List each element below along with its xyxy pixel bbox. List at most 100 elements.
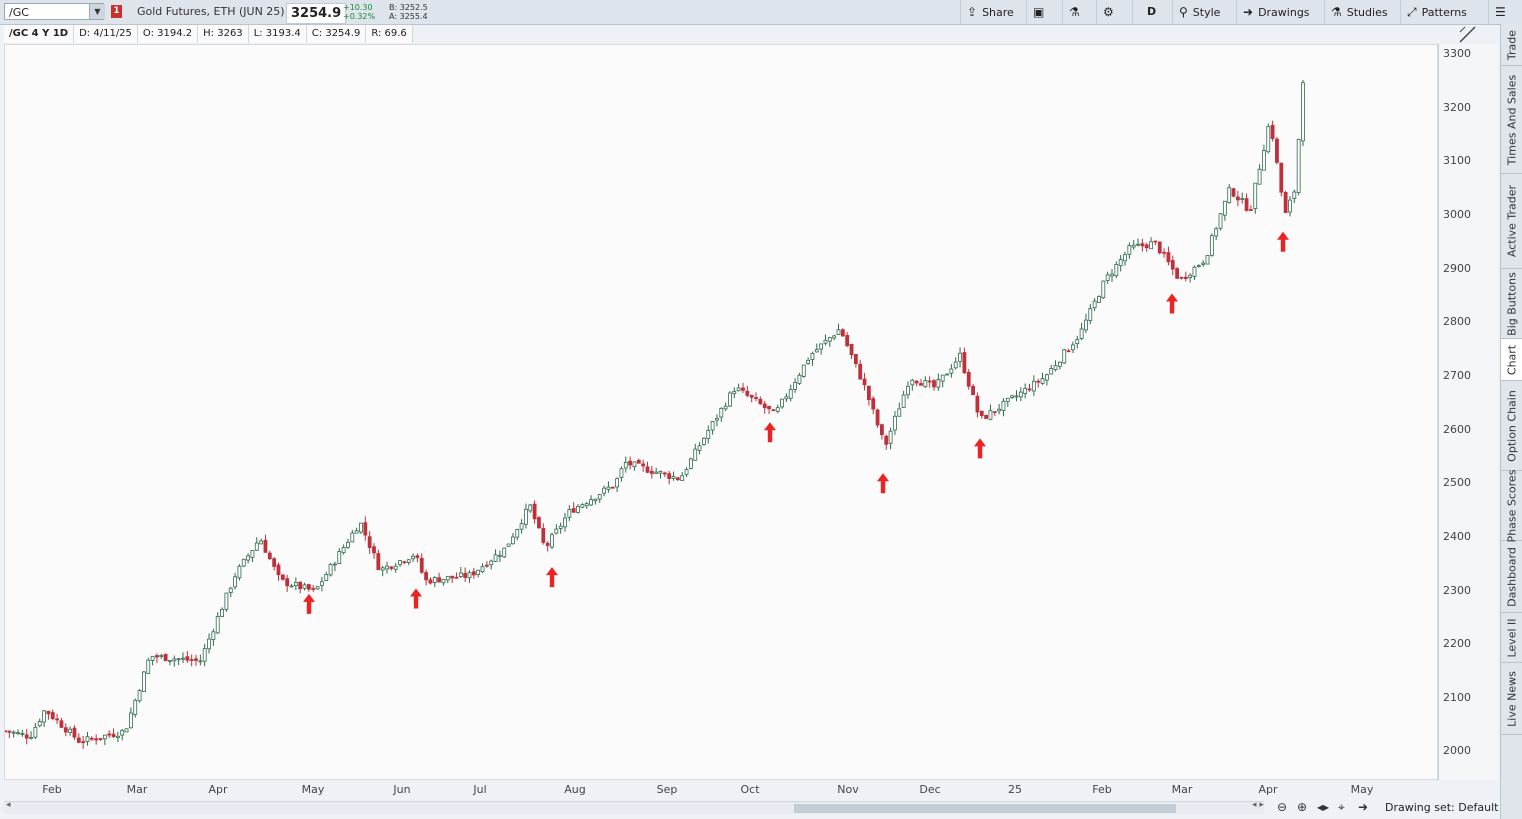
go-right-icon[interactable]: ➜ (1358, 800, 1369, 814)
drawings-button[interactable]: ➜ Drawings (1236, 0, 1324, 24)
candle-body (871, 398, 876, 410)
zoom-out-icon[interactable]: ⊖ (1277, 800, 1288, 814)
candle-body (1244, 198, 1249, 211)
menu-button[interactable]: ☰ (1488, 0, 1522, 24)
side-tab-chart[interactable]: Chart (1501, 339, 1522, 381)
candle-body (784, 396, 789, 400)
candle-body (380, 567, 385, 571)
candle-body (1062, 349, 1067, 364)
candle-body (189, 659, 194, 661)
share-button[interactable]: ⇪ Share (960, 0, 1026, 24)
candle-body (1196, 265, 1201, 267)
scroll-left-icon[interactable]: ◂ (6, 800, 11, 810)
patterns-label: Patterns (1421, 6, 1467, 19)
candle-body (424, 572, 428, 581)
horizontal-scrollbar[interactable]: ◂ ◂ ▸ (4, 800, 1264, 814)
candle-body (710, 421, 715, 431)
link-group-badge[interactable]: 1 (111, 5, 122, 18)
side-tab-live-news[interactable]: Live News (1501, 663, 1522, 735)
snapshot-button[interactable]: ▣ (1026, 0, 1062, 24)
side-tab-level-ii[interactable]: Level II (1501, 613, 1522, 663)
candle-body (350, 532, 355, 543)
side-tab-big-buttons[interactable]: Big Buttons (1501, 269, 1522, 339)
up-arrow-marker (1277, 231, 1289, 252)
candle-body (992, 411, 997, 414)
style-button[interactable]: ⚲ Style (1172, 0, 1236, 24)
candle-body (971, 385, 975, 395)
ohlc-info-bar: /GC 4 Y 1D D: 4/11/25 O: 3194.2 H: 3263 L: 3… (4, 25, 413, 43)
candle-body (120, 730, 125, 736)
crosshair-icon[interactable]: ⌖ (1338, 800, 1345, 814)
candlestick-chart[interactable] (5, 45, 1437, 779)
candle-body (107, 733, 112, 736)
candle-body (880, 424, 884, 436)
candle-body (185, 656, 190, 661)
fit-icon[interactable]: ◂▸ (1317, 800, 1330, 814)
candle-body (11, 731, 16, 734)
candle-body (728, 392, 732, 407)
candle-body (1288, 199, 1292, 213)
side-tab-active-trader[interactable]: Active Trader (1501, 174, 1522, 269)
candle-body (888, 430, 893, 444)
flask-button[interactable]: ⚗ (1062, 0, 1096, 24)
candle-body (745, 390, 750, 396)
bar-range: R: 69.6 (366, 25, 413, 43)
autoscale-icon[interactable] (1457, 24, 1479, 46)
candle-body (671, 476, 676, 479)
candle-body (198, 660, 203, 663)
candle-body (914, 380, 919, 384)
candle-body (563, 517, 567, 528)
up-arrow-marker (303, 593, 315, 614)
side-tab-option-chain[interactable]: Option Chain (1501, 381, 1522, 471)
candle-body (324, 574, 329, 581)
candle-body (662, 472, 667, 475)
candle-body (76, 737, 81, 743)
candle-body (958, 352, 962, 362)
candle-body (1270, 124, 1275, 139)
candle-body (949, 368, 954, 374)
candle-body (567, 509, 572, 518)
price-axis[interactable]: 3300 3200 3100 3000 2900 2800 2700 2600 2500 2400… (1438, 26, 1498, 780)
candle-body (1027, 388, 1032, 391)
symbol-input[interactable]: /GC (4, 3, 104, 20)
candle-body (172, 658, 177, 662)
candle-body (1279, 162, 1284, 193)
candle-body (775, 407, 780, 412)
aggregation-button[interactable]: D (1132, 0, 1172, 24)
candle-body (1240, 198, 1245, 200)
drawings-label: Drawings (1258, 6, 1310, 19)
candle-body (615, 478, 620, 488)
scroll-right-icon[interactable]: ◂ ▸ (1252, 800, 1264, 810)
symbol-dropdown-icon[interactable]: ▼ (89, 4, 105, 19)
side-tab-phase-scores[interactable]: Phase Scores (1501, 469, 1522, 542)
candle-body (997, 408, 1002, 412)
candle-body (7, 730, 12, 733)
candle-body (115, 735, 120, 739)
zoom-in-icon[interactable]: ⊕ (1297, 800, 1308, 814)
price-axis-label: 2200 (1443, 637, 1471, 651)
settings-button[interactable]: ⚙ (1096, 0, 1132, 24)
chart-area[interactable] (4, 44, 1438, 780)
patterns-button[interactable]: ⤢ Patterns (1400, 0, 1488, 24)
price-axis-label: 2500 (1443, 476, 1471, 490)
candle-body (688, 458, 693, 469)
candle-body (1183, 276, 1188, 280)
side-tab-times-and-sales[interactable]: Times And Sales (1501, 66, 1522, 174)
candle-body (636, 459, 641, 464)
drawing-set-label[interactable]: Drawing set: Default (1385, 801, 1499, 814)
candle-body (524, 508, 528, 525)
scrollbar-thumb[interactable] (794, 804, 1176, 813)
candle-body (85, 736, 90, 742)
candle-body (1114, 264, 1119, 277)
candle-body (267, 552, 272, 560)
candle-body (810, 353, 815, 361)
candle-body (1136, 243, 1140, 246)
candle-body (37, 721, 42, 727)
side-tab-trade[interactable]: Trade (1501, 24, 1522, 66)
studies-button[interactable]: ⚗ Studies (1324, 0, 1400, 24)
candle-body (1162, 251, 1166, 254)
side-tab-dashboard[interactable]: Dashboard (1501, 541, 1522, 613)
date-axis-label: Feb (42, 783, 62, 796)
candle-body (250, 550, 255, 558)
candle-body (1001, 400, 1006, 411)
